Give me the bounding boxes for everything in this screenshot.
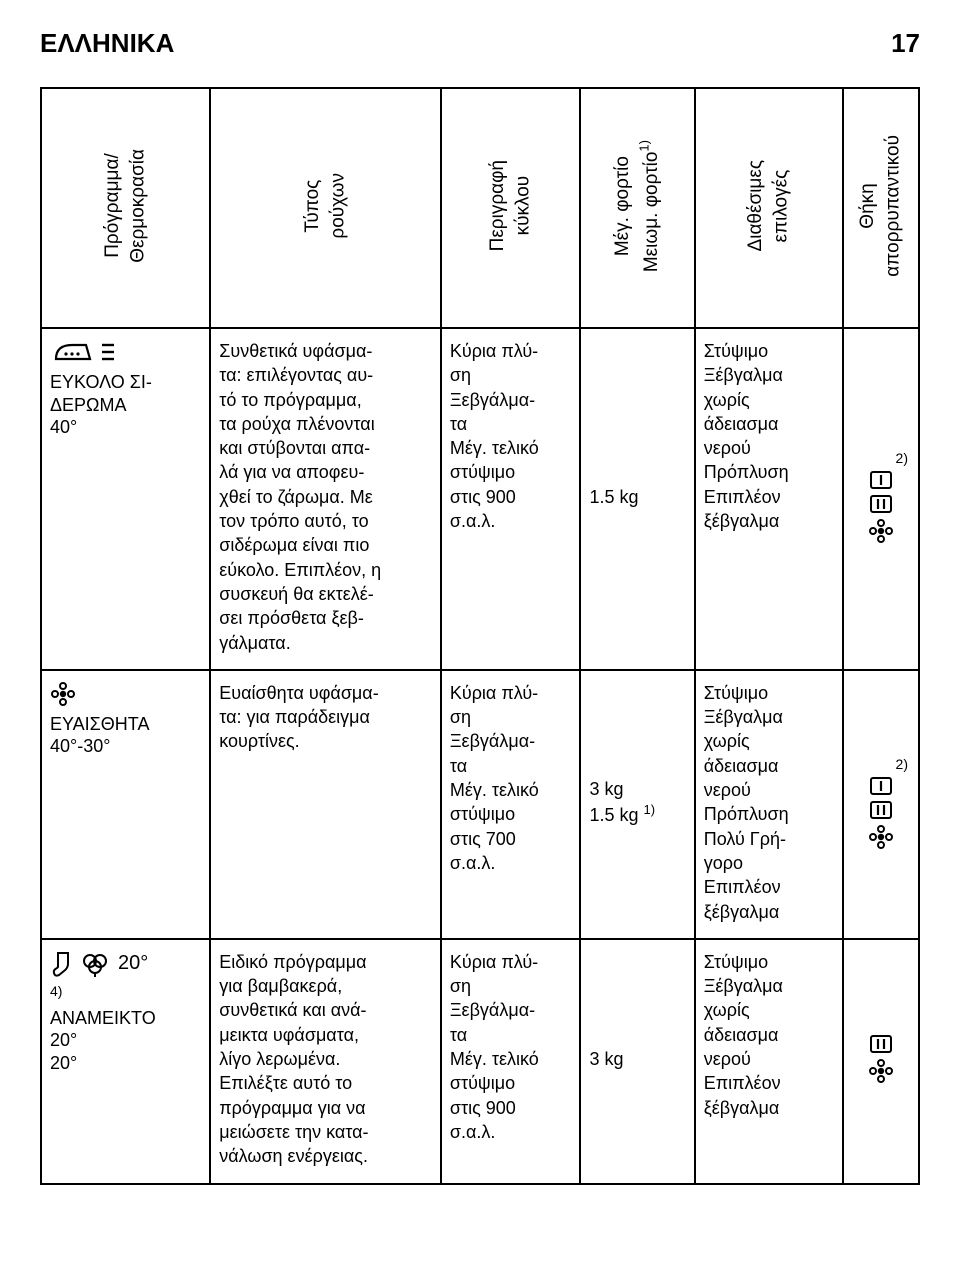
cell-program: ΕΥΑΙΣΘΗΤΑ40°-30°: [41, 670, 210, 939]
col-header-type: Τύπος ρούχων: [210, 88, 441, 328]
cell-detergent: [843, 939, 919, 1184]
cell-program: ΕΥΚΟΛΟ ΣΙ-ΔΕΡΩΜΑ40°: [41, 328, 210, 670]
table-body: ΕΥΚΟΛΟ ΣΙ-ΔΕΡΩΜΑ40°Συνθετικά υφάσμα-τα: …: [41, 328, 919, 1184]
program-name: ΕΥΑΙΣΘΗΤΑ40°-30°: [50, 713, 201, 758]
cell-options: ΣτύψιμοΞέβγαλμαχωρίςάδειασμανερούΠρόπλυσ…: [695, 328, 843, 670]
cell-options: ΣτύψιμοΞέβγαλμαχωρίςάδειασμανερούΠρόπλυσ…: [695, 670, 843, 939]
cell-load: 1.5 kg: [580, 328, 694, 670]
cell-program: 20° 4) ΑΝΑΜΕΙΚΤΟ20°20°: [41, 939, 210, 1184]
col-header-det: Θήκη απορρυπαντικού: [843, 88, 919, 328]
page-header: ΕΛΛΗΝΙΚΑ 17: [40, 28, 920, 59]
col-header-program: Πρόγραμμα/ Θερμοκρασία: [41, 88, 210, 328]
comp2-icon: [869, 1034, 893, 1054]
program-table: Πρόγραμμα/ Θερμοκρασία Τύπος ρούχων Περι…: [40, 87, 920, 1185]
program-name: ΕΥΚΟΛΟ ΣΙ-ΔΕΡΩΜΑ40°: [50, 371, 201, 439]
table-header-row: Πρόγραμμα/ Θερμοκρασία Τύπος ρούχων Περι…: [41, 88, 919, 328]
det-footnote: 2): [896, 755, 908, 774]
table-row: 20° 4) ΑΝΑΜΕΙΚΤΟ20°20°Ειδικό πρόγραμμαγια …: [41, 939, 919, 1184]
program-footnote: 4): [50, 982, 201, 1001]
header-page-number: 17: [891, 28, 920, 59]
steam-icon: [98, 339, 118, 365]
cell-load: 3 kg: [580, 939, 694, 1184]
comp1-icon: [869, 470, 893, 490]
program-name: ΑΝΑΜΕΙΚΤΟ20°20°: [50, 1007, 201, 1075]
table-row: ΕΥΚΟΛΟ ΣΙ-ΔΕΡΩΜΑ40°Συνθετικά υφάσμα-τα: …: [41, 328, 919, 670]
cell-load: 3 kg1.5 kg 1): [580, 670, 694, 939]
flower-icon: [868, 824, 894, 850]
table-row: ΕΥΑΙΣΘΗΤΑ40°-30°Ευαίσθητα υφάσμα-τα: για…: [41, 670, 919, 939]
flower-icon: [868, 518, 894, 544]
cell-desc: Κύρια πλύ-σηΞεβγάλμα-ταΜέγ. τελικόστύψιμ…: [441, 670, 581, 939]
cotton-icon: [80, 950, 110, 978]
cell-detergent: 2): [843, 328, 919, 670]
iron-icon: [50, 339, 94, 365]
cell-type: Ειδικό πρόγραμμαγια βαμβακερά,συνθετικά …: [210, 939, 441, 1184]
det-footnote: 2): [896, 449, 908, 468]
header-title: ΕΛΛΗΝΙΚΑ: [40, 28, 174, 59]
load-max: 3 kg: [589, 777, 685, 801]
col-header-opts: Διαθέσιμες επιλογές: [695, 88, 843, 328]
comp2-icon: [869, 494, 893, 514]
col-header-load: Μέγ. φορτίο Μειωμ. φορτίο1): [580, 88, 694, 328]
page: ΕΛΛΗΝΙΚΑ 17 Πρόγραμμα/ Θερμοκρασία Τύπος…: [0, 0, 960, 1225]
col-header-load-text: Μέγ. φορτίο Μειωμ. φορτίο1): [610, 140, 665, 272]
cell-desc: Κύρια πλύ-σηΞεβγάλμα-ταΜέγ. τελικόστύψιμ…: [441, 328, 581, 670]
col-header-desc: Περιγραφή κύκλου: [441, 88, 581, 328]
cell-options: ΣτύψιμοΞέβγαλμαχωρίςάδειασμανερούΕπιπλέο…: [695, 939, 843, 1184]
load-max: 3 kg: [589, 1047, 685, 1071]
cell-detergent: 2): [843, 670, 919, 939]
flower-icon: [50, 681, 76, 707]
sock-icon: [50, 950, 76, 978]
comp1-icon: [869, 776, 893, 796]
cell-type: Συνθετικά υφάσμα-τα: επιλέγοντας αυ-τό τ…: [210, 328, 441, 670]
cell-type: Ευαίσθητα υφάσμα-τα: για παράδειγμακουρτ…: [210, 670, 441, 939]
load-reduced: 1.5 kg 1): [589, 801, 685, 827]
program-top-temp: 20°: [118, 950, 148, 977]
cell-desc: Κύρια πλύ-σηΞεβγάλμα-ταΜέγ. τελικόστύψιμ…: [441, 939, 581, 1184]
flower-icon: [868, 1058, 894, 1084]
comp2-icon: [869, 800, 893, 820]
load-max: 1.5 kg: [589, 485, 685, 509]
